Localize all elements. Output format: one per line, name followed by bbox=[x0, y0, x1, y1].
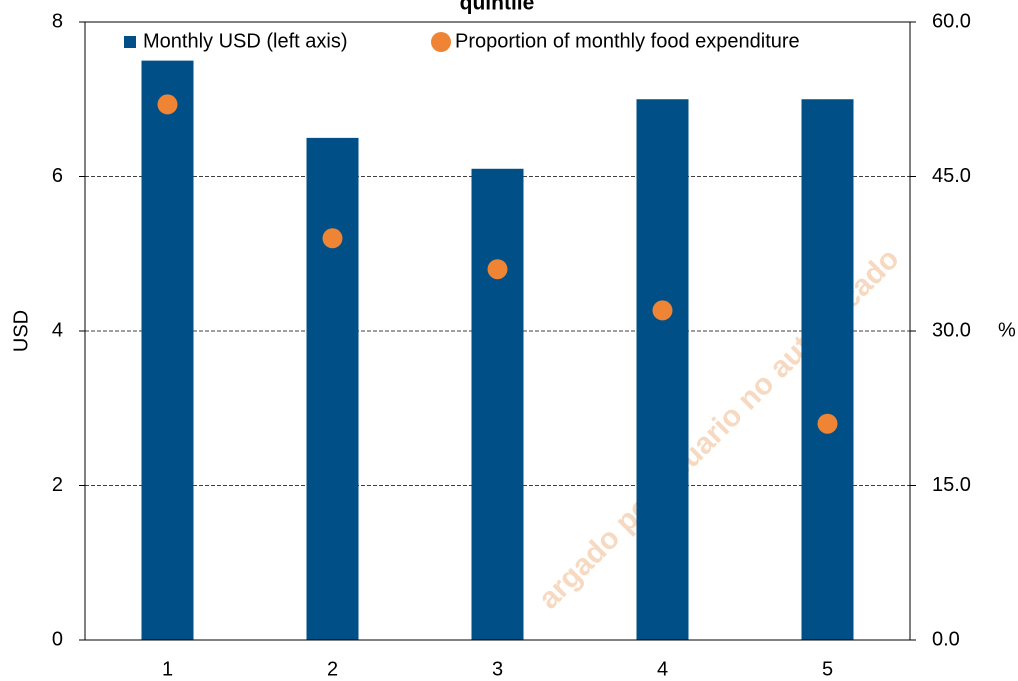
dot bbox=[322, 228, 343, 249]
y-tick-label: 8 bbox=[52, 10, 63, 32]
y2-axis-label: % bbox=[998, 319, 1016, 341]
dot bbox=[817, 413, 838, 434]
x-tick-label: 1 bbox=[162, 658, 173, 680]
x-tick-label: 4 bbox=[657, 658, 668, 680]
bar bbox=[636, 99, 689, 640]
x-tick-label: 5 bbox=[822, 658, 833, 680]
legend-label: Proportion of monthly food expenditure bbox=[455, 30, 800, 52]
y2-tick-label: 45.0 bbox=[932, 165, 971, 187]
dot bbox=[652, 300, 673, 321]
y-tick-label: 0 bbox=[52, 628, 63, 650]
dot bbox=[157, 94, 178, 115]
legend-label: Monthly USD (left axis) bbox=[143, 30, 348, 52]
y-tick-label: 2 bbox=[52, 474, 63, 496]
y-axis-label: USD bbox=[10, 310, 32, 352]
legend-marker bbox=[431, 32, 451, 52]
chart-title: quintile bbox=[460, 0, 535, 15]
dot bbox=[487, 259, 508, 280]
bar bbox=[471, 168, 524, 640]
y2-tick-label: 60.0 bbox=[932, 10, 971, 32]
y2-tick-label: 15.0 bbox=[932, 474, 971, 496]
bar bbox=[141, 60, 194, 640]
y2-tick-label: 0.0 bbox=[932, 628, 960, 650]
legend-marker bbox=[124, 36, 136, 48]
y-tick-label: 6 bbox=[52, 165, 63, 187]
plot-frame bbox=[84, 21, 911, 641]
bar bbox=[801, 99, 854, 640]
bar bbox=[306, 137, 359, 640]
y-tick-label: 4 bbox=[52, 319, 63, 341]
y2-tick-label: 30.0 bbox=[932, 319, 971, 341]
x-tick-label: 3 bbox=[492, 658, 503, 680]
x-tick-label: 2 bbox=[327, 658, 338, 680]
